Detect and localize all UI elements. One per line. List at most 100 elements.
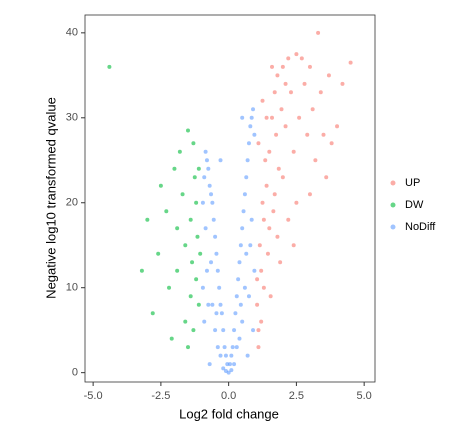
- point: [244, 175, 249, 180]
- point: [230, 345, 235, 350]
- point: [318, 90, 323, 95]
- point: [294, 52, 299, 57]
- point: [272, 192, 277, 197]
- point: [192, 175, 197, 180]
- point: [223, 353, 228, 358]
- point: [221, 328, 226, 333]
- point: [257, 243, 262, 248]
- point: [244, 251, 249, 256]
- point: [245, 158, 250, 163]
- point: [217, 285, 222, 290]
- y-tick-label: 0: [72, 367, 78, 379]
- point: [237, 260, 242, 265]
- point: [195, 234, 200, 239]
- point: [232, 362, 237, 367]
- point: [185, 345, 190, 350]
- point: [280, 175, 285, 180]
- point: [221, 366, 226, 371]
- point: [196, 302, 201, 307]
- point: [200, 200, 205, 205]
- point: [237, 336, 242, 341]
- point: [264, 183, 269, 188]
- point: [204, 158, 209, 163]
- point: [299, 56, 304, 61]
- point: [183, 319, 188, 324]
- point: [267, 226, 272, 231]
- point: [324, 175, 329, 180]
- point: [280, 64, 285, 69]
- point: [238, 243, 243, 248]
- x-axis-title: Log2 fold change: [179, 406, 279, 421]
- x-tick-label: -5.0: [84, 390, 103, 402]
- point: [256, 141, 261, 146]
- point: [259, 319, 264, 324]
- point: [107, 64, 112, 69]
- point: [194, 200, 199, 205]
- point: [251, 107, 256, 112]
- point: [139, 268, 144, 273]
- point: [249, 115, 254, 120]
- point: [194, 277, 199, 282]
- point: [145, 217, 150, 222]
- point: [307, 192, 312, 197]
- point: [255, 277, 260, 282]
- point: [252, 268, 257, 273]
- point: [204, 268, 209, 273]
- point: [335, 124, 340, 129]
- point: [288, 90, 293, 95]
- point: [218, 158, 223, 163]
- point: [214, 251, 219, 256]
- legend-key: [390, 224, 396, 230]
- y-tick-label: 20: [66, 197, 78, 209]
- point: [209, 192, 214, 197]
- point: [191, 141, 196, 146]
- point: [210, 200, 215, 205]
- point: [283, 81, 288, 86]
- point: [255, 302, 260, 307]
- point: [248, 124, 253, 129]
- point: [340, 81, 345, 86]
- point: [272, 90, 277, 95]
- x-tick-label: -2.5: [151, 390, 170, 402]
- point: [261, 285, 266, 290]
- point: [158, 183, 163, 188]
- y-axis-title: Negative log10 transformed qvalue: [43, 97, 58, 299]
- point: [286, 56, 291, 61]
- legend-key: [390, 180, 396, 186]
- point: [188, 217, 193, 222]
- point: [256, 345, 261, 350]
- point: [223, 368, 228, 373]
- point: [316, 30, 321, 35]
- point: [279, 107, 284, 112]
- point: [209, 260, 214, 265]
- plot-panel: [84, 14, 376, 383]
- point: [207, 362, 212, 367]
- point: [191, 328, 196, 333]
- point: [263, 158, 268, 163]
- point: [329, 141, 334, 146]
- point: [203, 149, 208, 154]
- point: [202, 319, 207, 324]
- point: [156, 251, 161, 256]
- point: [242, 192, 247, 197]
- y-tick-label: 40: [66, 27, 78, 39]
- point: [348, 60, 353, 65]
- point: [236, 277, 241, 282]
- point: [198, 251, 203, 256]
- point: [169, 336, 174, 341]
- point: [261, 217, 266, 222]
- point: [252, 132, 257, 137]
- y-tick-label: 30: [66, 112, 78, 124]
- point: [260, 98, 265, 103]
- point: [321, 132, 326, 137]
- point: [274, 132, 279, 137]
- point: [275, 73, 280, 78]
- point: [271, 209, 276, 214]
- point: [248, 243, 253, 248]
- point: [240, 226, 245, 231]
- point: [185, 128, 190, 133]
- point: [190, 260, 195, 265]
- point: [270, 64, 275, 69]
